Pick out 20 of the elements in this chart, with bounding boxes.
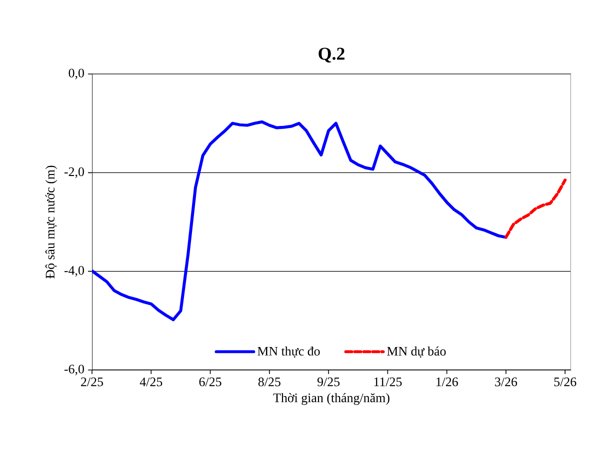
y-axis-title: Độ sâu mực nước (m) <box>45 166 58 279</box>
x-tick-label: 11/25 <box>374 378 402 386</box>
y-tick-label: 0,0 <box>68 68 84 80</box>
x-tick-label: 2/25 <box>81 378 104 386</box>
x-tick-label: 6/25 <box>199 378 222 386</box>
chart-title: Q.2 <box>318 48 344 62</box>
line-series <box>92 120 508 322</box>
x-tick-label: 9/25 <box>317 378 340 386</box>
x-tick-label: 5/26 <box>554 378 576 386</box>
x-tick-label: 8/25 <box>258 378 280 386</box>
x-axis-title: Thời gian (tháng/năm) <box>273 393 390 405</box>
line-series <box>504 178 567 239</box>
x-tick-label: 3/26 <box>495 378 518 386</box>
legend-label: MN thực đo <box>258 346 320 358</box>
legend-label: MN dự báo <box>387 346 446 358</box>
x-tick-label: 4/25 <box>140 378 162 386</box>
x-tick-label: 1/26 <box>436 378 458 386</box>
y-tick-label: -2,0 <box>64 167 84 178</box>
y-tick-label: -6,0 <box>64 364 84 376</box>
y-tick-label: -4,0 <box>64 266 84 277</box>
